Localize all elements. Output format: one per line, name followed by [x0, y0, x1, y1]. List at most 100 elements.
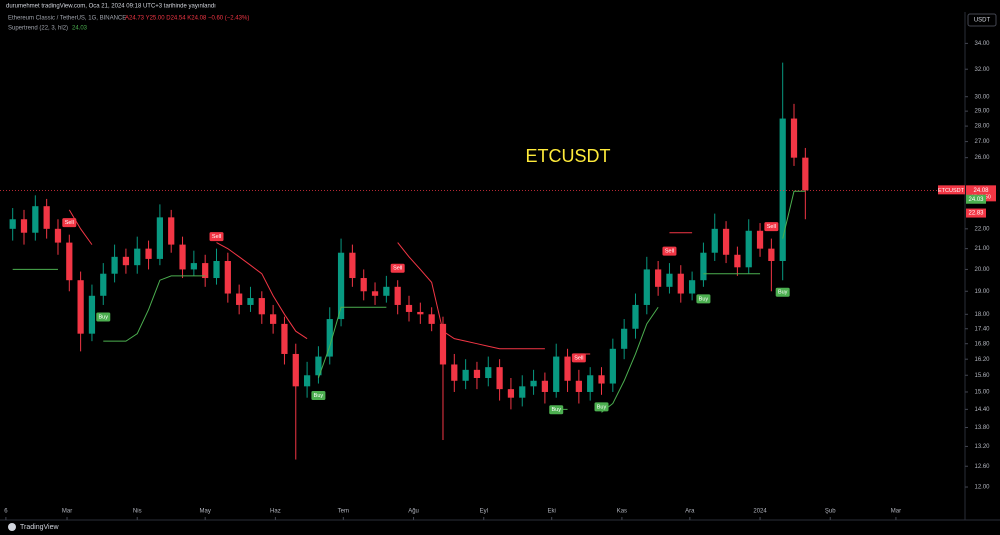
- candle-body: [202, 263, 209, 279]
- candle-body: [100, 273, 107, 296]
- candle-body: [530, 380, 537, 387]
- y-tick-label: 34.00: [974, 41, 990, 47]
- signal-box: [96, 312, 111, 322]
- signal-box: [549, 405, 564, 415]
- publisher: durumehmet tradingView.com, Oca 21, 2024…: [6, 4, 216, 10]
- candle-body: [688, 280, 696, 294]
- candle-body: [802, 157, 809, 191]
- y-tick-label: 17.40: [974, 326, 990, 332]
- candle-body: [507, 389, 515, 398]
- candle-body: [9, 219, 16, 229]
- y-tick-label: 16.20: [974, 357, 990, 363]
- candle-body: [485, 367, 492, 379]
- currency: USDT: [974, 18, 991, 24]
- candle-body: [519, 386, 526, 398]
- signal-box: [571, 353, 586, 363]
- candle-body: [179, 244, 186, 270]
- signal-box: [390, 263, 405, 273]
- candle-body: [666, 273, 673, 287]
- axis-tag: [966, 208, 986, 218]
- y-tick-label: 21.00: [974, 246, 990, 252]
- y-tick-label: 14.40: [974, 407, 990, 413]
- signal-box: [696, 294, 711, 304]
- candle-body: [439, 323, 447, 365]
- candle-body: [270, 314, 277, 324]
- indicator-line: Supertrend (22, 3, hl2): [8, 26, 68, 32]
- candle-body: [677, 273, 684, 294]
- signal-box: [764, 222, 779, 232]
- candle-body: [575, 380, 582, 392]
- candle-body: [122, 256, 130, 266]
- candle-body: [768, 248, 775, 261]
- candle-body: [700, 252, 707, 281]
- candle-body: [428, 314, 435, 324]
- signal-label: Buy: [597, 404, 607, 410]
- y-tick-label: 20.00: [974, 267, 990, 273]
- candle-body: [711, 228, 718, 253]
- brand-logo: [8, 523, 16, 531]
- symbol-tag-label: ETCUSDT: [938, 188, 965, 194]
- y-tick-label: 13.80: [974, 425, 990, 431]
- x-tick-label: Eki: [548, 509, 556, 515]
- axis-tag: [966, 194, 986, 204]
- signal-label: Sell: [665, 249, 674, 255]
- signal-label: Buy: [314, 393, 324, 399]
- x-tick-label: Haz: [270, 509, 281, 515]
- x-tick-label: Tem: [338, 509, 349, 515]
- candle-body: [292, 353, 299, 387]
- y-tick-label: 27.00: [974, 139, 990, 145]
- y-tick-label: 18.00: [974, 312, 990, 318]
- indicator-value: 24.03: [72, 26, 88, 32]
- x-tick-label: 2024: [753, 509, 767, 515]
- signal-box: [62, 218, 77, 228]
- candle-body: [632, 304, 639, 329]
- signal-box: [311, 391, 326, 401]
- candle-body: [88, 295, 96, 334]
- candle-body: [111, 256, 118, 274]
- signal-label: Sell: [767, 224, 776, 230]
- y-tick-label: 30.00: [974, 94, 990, 100]
- candle-body: [190, 263, 197, 270]
- signal-box: [209, 232, 224, 242]
- candle-body: [609, 348, 616, 384]
- candle-body: [405, 304, 413, 312]
- candle-body: [587, 375, 594, 392]
- candle-body: [258, 298, 265, 315]
- signal-label: Sell: [65, 220, 74, 226]
- candle-body: [790, 118, 798, 158]
- candle-body: [394, 286, 401, 305]
- candle-body: [337, 252, 345, 320]
- signal-label: Buy: [99, 314, 109, 320]
- candle-body: [621, 328, 628, 349]
- y-tick-label: 32.00: [974, 67, 990, 73]
- candle-body: [473, 369, 481, 379]
- candle-body: [383, 286, 390, 296]
- candle-body: [462, 369, 469, 381]
- candle-body: [66, 242, 73, 281]
- candle-body: [451, 364, 458, 381]
- candle-body: [32, 206, 39, 233]
- candle-body: [564, 356, 571, 381]
- y-tick-label: 19.00: [974, 289, 990, 295]
- candle-body: [224, 260, 231, 294]
- signal-box: [775, 287, 790, 297]
- candle-body: [315, 356, 322, 376]
- candle-body: [77, 280, 84, 334]
- y-tick-label: 29.00: [974, 109, 990, 115]
- x-tick-label: Şub: [825, 509, 836, 515]
- candle-body: [722, 228, 730, 255]
- candle-body: [134, 248, 141, 266]
- x-tick-label: Nis: [133, 509, 142, 515]
- y-tick-label: 15.00: [974, 390, 990, 396]
- candle-body: [417, 311, 424, 315]
- x-tick-label: Mar: [891, 509, 901, 515]
- x-tick-label: Ara: [685, 509, 695, 515]
- chart-title: ETCUSDT: [526, 146, 611, 166]
- x-tick-label: May: [200, 509, 211, 515]
- x-tick-label: Mar: [62, 509, 72, 515]
- axis-tag-label: 22.83: [968, 211, 984, 217]
- candle-body: [745, 230, 752, 268]
